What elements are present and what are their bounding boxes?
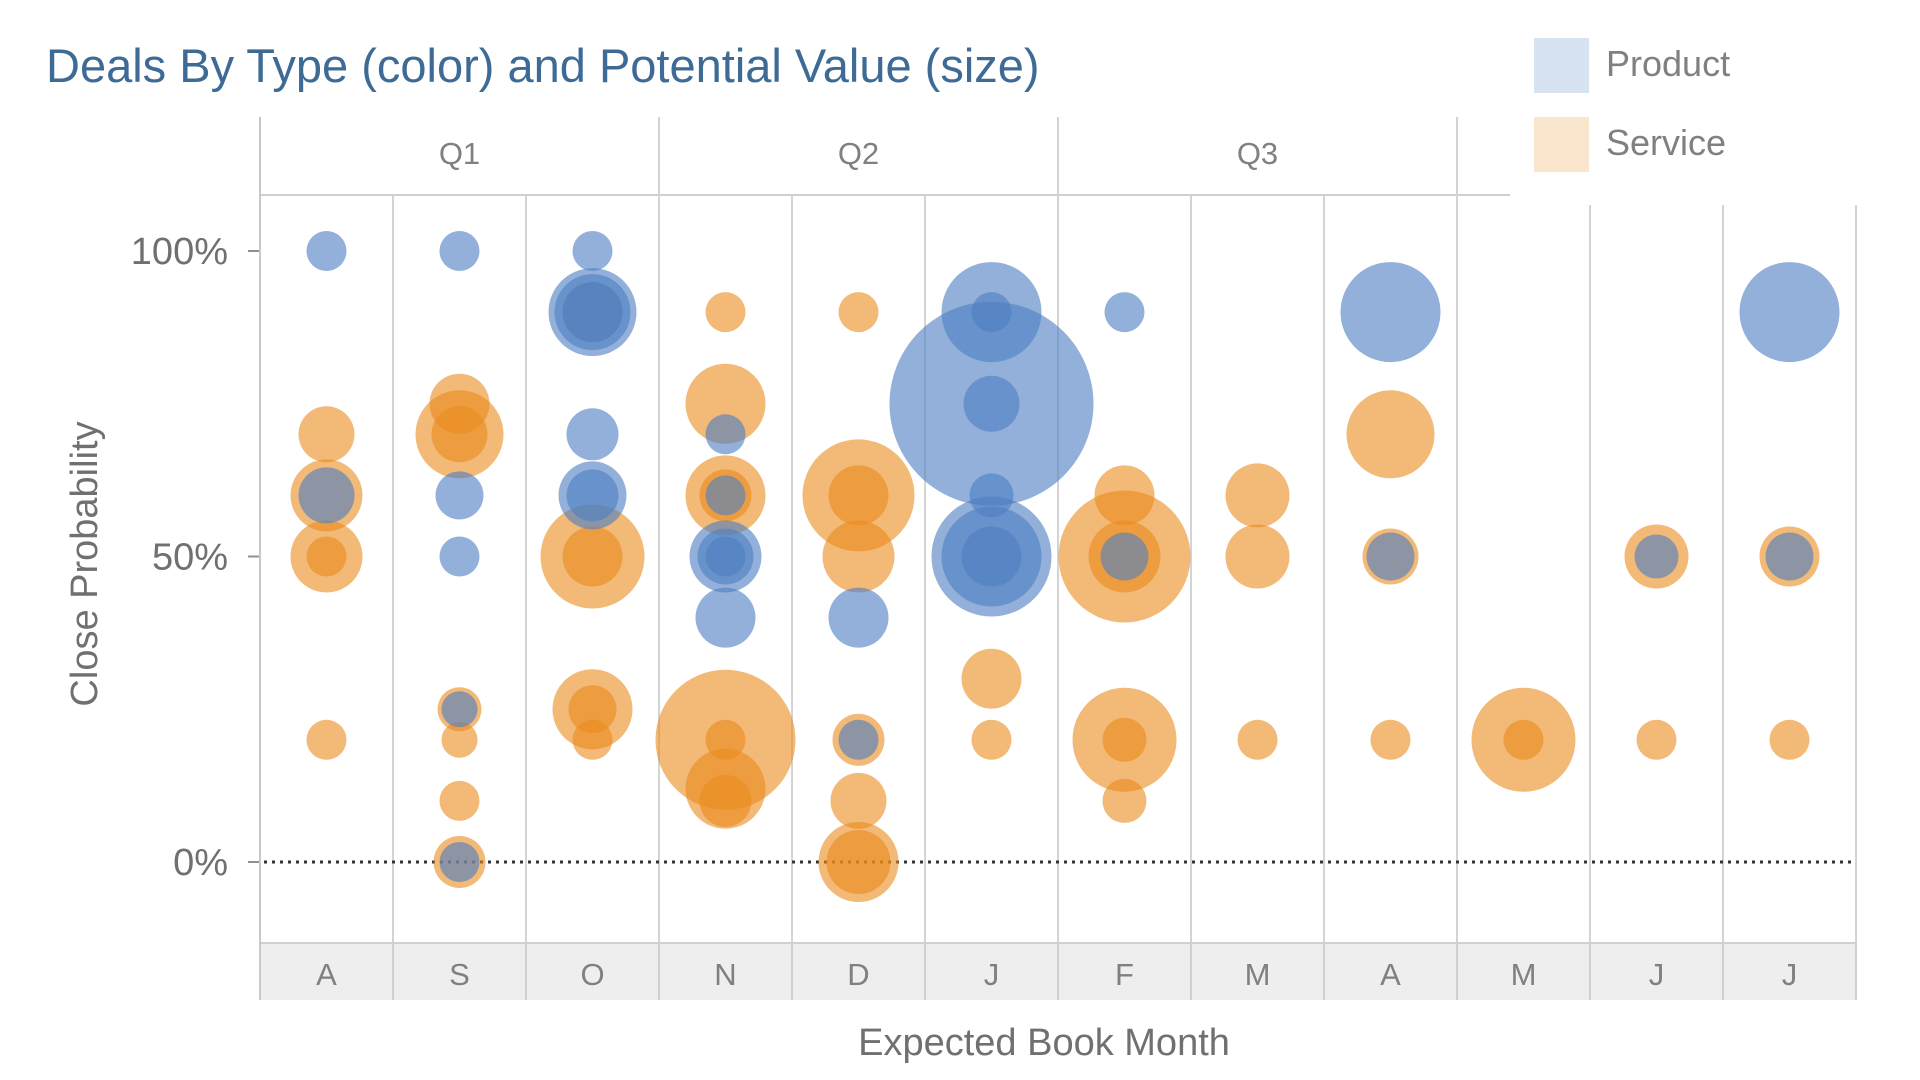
bubble-product bbox=[1739, 262, 1840, 363]
bubble-service bbox=[830, 772, 887, 829]
month-tick-label: J bbox=[984, 957, 1000, 992]
bubble-service bbox=[572, 719, 613, 760]
bubble-service bbox=[1346, 390, 1435, 479]
bubble-product bbox=[705, 536, 746, 577]
bubble-service bbox=[1503, 719, 1544, 760]
axes: 100% 50% 0% bbox=[131, 117, 261, 1000]
month-tick-label: A bbox=[316, 957, 337, 992]
bubble-product bbox=[439, 536, 480, 577]
bubble-product bbox=[441, 691, 478, 728]
bubbles bbox=[290, 231, 1840, 902]
bubble-service bbox=[705, 292, 746, 333]
bubble-service bbox=[1636, 719, 1677, 760]
bubble-service bbox=[439, 780, 480, 821]
bubble-service bbox=[699, 774, 752, 827]
bubble-product bbox=[439, 842, 480, 882]
legend-swatch-service bbox=[1534, 117, 1589, 172]
bubble-service bbox=[685, 363, 766, 444]
bubble-product bbox=[439, 231, 480, 271]
x-axis-title: Expected Book Month bbox=[858, 1022, 1230, 1064]
bubble-service bbox=[1225, 463, 1290, 528]
bubble-service bbox=[568, 685, 617, 734]
legend: Product Service bbox=[1534, 38, 1730, 172]
bubble-product bbox=[435, 471, 484, 520]
month-tick-label: N bbox=[714, 957, 736, 992]
bubble-service bbox=[1225, 524, 1290, 589]
month-tick-label: M bbox=[1245, 957, 1271, 992]
bubble-product bbox=[1104, 292, 1145, 333]
bubble-product bbox=[1340, 262, 1441, 363]
month-tick-label: A bbox=[1380, 957, 1401, 992]
month-tick-label: S bbox=[449, 957, 470, 992]
bubble-service bbox=[971, 719, 1012, 760]
bubble-service bbox=[306, 536, 347, 577]
bubble-product bbox=[971, 292, 1012, 333]
y-tick-label: 50% bbox=[152, 537, 228, 579]
legend-label-service: Service bbox=[1606, 122, 1726, 163]
legend-swatch-product bbox=[1534, 38, 1589, 93]
bubble-service bbox=[705, 719, 746, 760]
bubble-service bbox=[828, 465, 889, 526]
bubble-product bbox=[705, 414, 746, 455]
bubble-service bbox=[431, 406, 488, 463]
month-tick-label: J bbox=[1649, 957, 1665, 992]
month-tick-label: O bbox=[580, 957, 604, 992]
bubble-service bbox=[298, 406, 355, 463]
quarter-label: Q2 bbox=[838, 136, 879, 171]
bubble-service bbox=[1370, 719, 1411, 760]
y-tick-label: 100% bbox=[131, 231, 228, 273]
bubble-product bbox=[963, 375, 1020, 432]
y-axis-title: Close Probability bbox=[64, 421, 106, 706]
bubble-service bbox=[961, 648, 1022, 709]
bubble-service bbox=[1094, 465, 1155, 526]
bubble-service bbox=[562, 526, 623, 587]
bubble-service bbox=[1102, 717, 1147, 762]
bubble-product bbox=[1366, 532, 1415, 581]
chart-title: Deals By Type (color) and Potential Valu… bbox=[46, 39, 1040, 92]
bubble-product bbox=[1100, 532, 1149, 581]
legend-label-product: Product bbox=[1606, 43, 1730, 84]
bubble-service bbox=[306, 719, 347, 760]
bubble-product bbox=[705, 475, 746, 516]
bubble-service bbox=[822, 520, 895, 593]
bubble-service bbox=[1237, 719, 1278, 760]
month-tick-label: D bbox=[847, 957, 869, 992]
bubble-product bbox=[695, 587, 756, 648]
grid: Q1 Q2 Q3 A S O N D J F M A M J J bbox=[259, 117, 1857, 1000]
bubble-service bbox=[1769, 719, 1810, 760]
bubble-service bbox=[826, 830, 891, 894]
bubble-product bbox=[969, 473, 1014, 518]
bubble-product bbox=[1634, 534, 1679, 579]
month-tick-label: M bbox=[1511, 957, 1537, 992]
month-tick-label: F bbox=[1115, 957, 1134, 992]
bubble-service bbox=[1102, 778, 1147, 823]
month-tick-label: J bbox=[1782, 957, 1798, 992]
bubble-product bbox=[1765, 532, 1814, 581]
y-tick-label: 0% bbox=[173, 842, 228, 884]
bubble-product bbox=[961, 526, 1022, 587]
bubble-product bbox=[298, 467, 355, 524]
bubble-product bbox=[572, 231, 613, 271]
bubble-product bbox=[838, 719, 879, 760]
bubble-service bbox=[441, 721, 478, 758]
bubble-service bbox=[838, 292, 879, 333]
bubble-product bbox=[562, 282, 623, 343]
quarter-label: Q3 bbox=[1237, 136, 1278, 171]
bubble-product bbox=[566, 469, 619, 522]
bubble-product bbox=[306, 231, 347, 271]
bubble-product bbox=[828, 587, 889, 648]
quarter-label: Q1 bbox=[439, 136, 480, 171]
bubble-product bbox=[566, 408, 619, 461]
